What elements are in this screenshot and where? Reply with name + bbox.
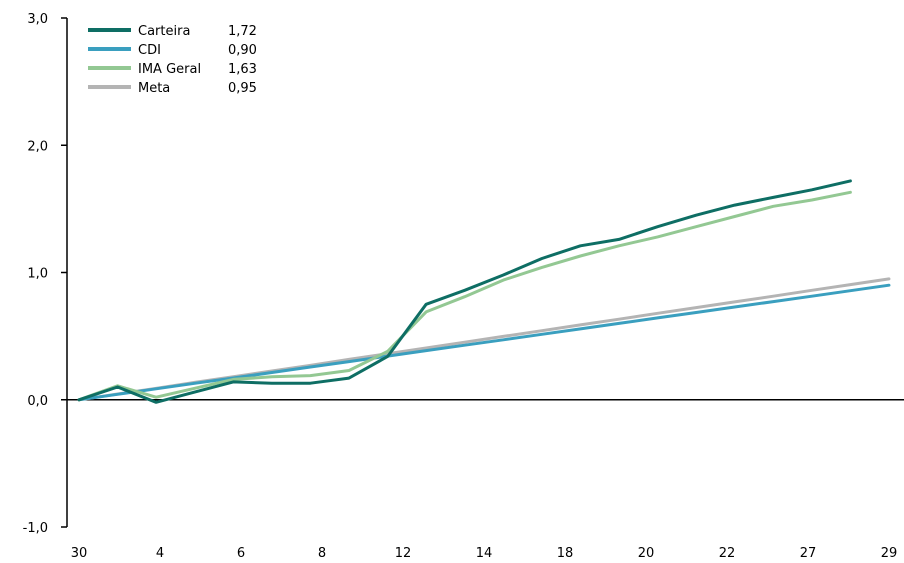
legend-value-ima-geral: 1,63 (228, 62, 257, 77)
y-tick-label: 2,0 (27, 139, 48, 154)
y-tick-label: 1,0 (27, 267, 48, 282)
x-tick-label: 20 (638, 546, 655, 561)
legend-label-carteira: Carteira (138, 24, 190, 39)
x-tick-label: 6 (237, 546, 245, 561)
legend-label-cdi: CDI (138, 43, 161, 58)
x-tick-label: 30 (71, 546, 88, 561)
legend-label-meta: Meta (138, 81, 170, 96)
x-tick-label: 22 (719, 546, 736, 561)
x-tick-label: 27 (800, 546, 817, 561)
x-tick-label: 4 (156, 546, 164, 561)
series-line-ima-geral (77, 190, 852, 402)
y-tick-label: 0,0 (27, 394, 48, 409)
x-tick-label: 29 (881, 546, 898, 561)
x-tick-label: 8 (318, 546, 326, 561)
series-line-carteira (77, 179, 852, 404)
x-tick-label: 12 (395, 546, 412, 561)
y-tick-label: -1,0 (23, 521, 48, 536)
x-tick-label: 18 (557, 546, 574, 561)
series-line-cdi (77, 283, 891, 402)
legend-value-meta: 0,95 (228, 81, 257, 96)
y-tick-label: 3,0 (27, 12, 48, 27)
legend-value-carteira: 1,72 (228, 24, 257, 39)
x-tick-label: 14 (476, 546, 493, 561)
legend-value-cdi: 0,90 (228, 43, 257, 58)
legend-label-ima-geral: IMA Geral (138, 62, 201, 77)
